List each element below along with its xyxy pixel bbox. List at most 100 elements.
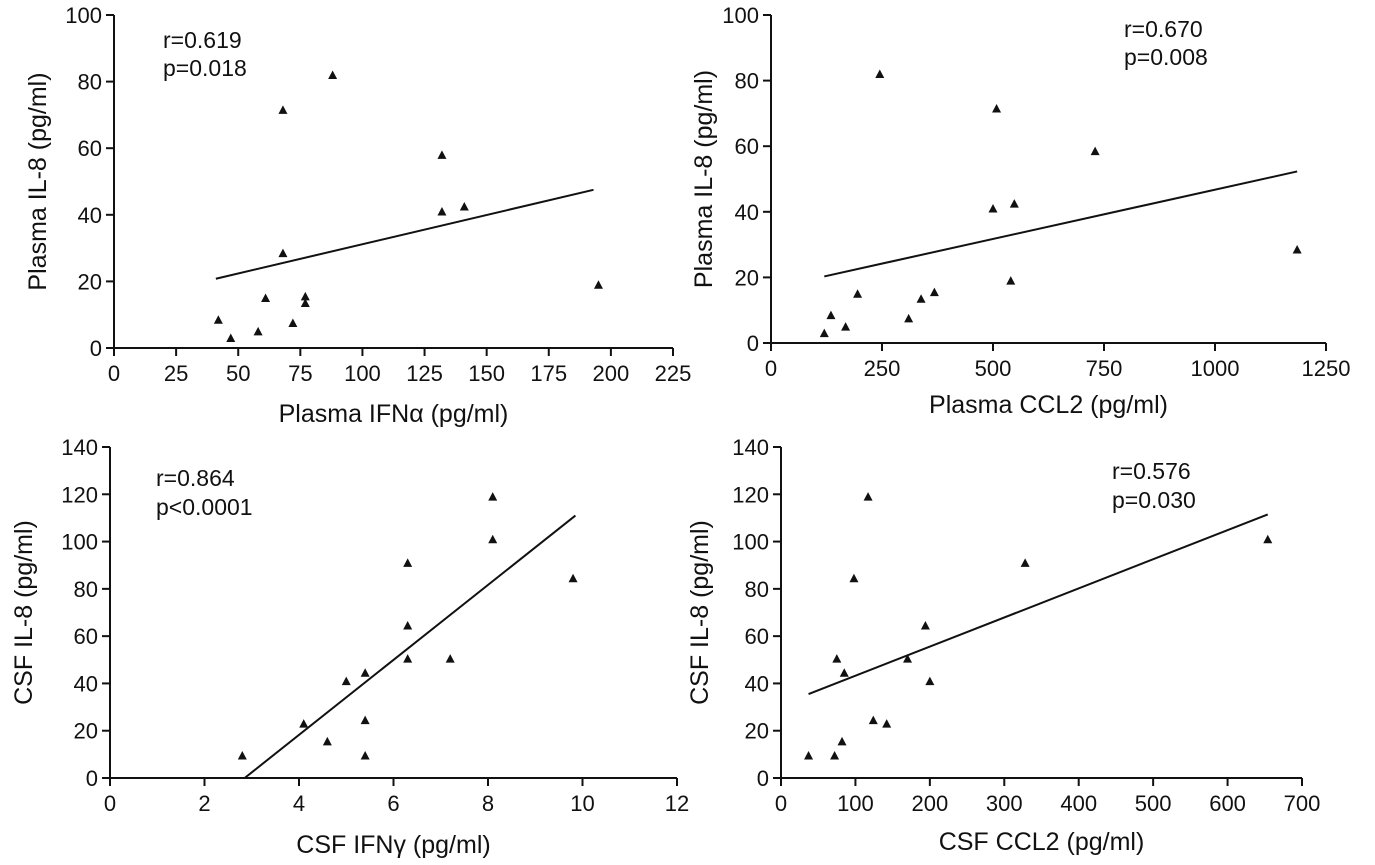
- data-point: [830, 751, 840, 760]
- y-tick-label: 140: [61, 435, 98, 460]
- correlation-r-label: r=0.576: [1112, 458, 1191, 484]
- y-tick-label: 140: [732, 435, 769, 460]
- x-tick-label: 0: [104, 791, 116, 816]
- x-tick-label: 400: [1060, 791, 1097, 816]
- data-point: [804, 751, 814, 760]
- data-point: [929, 287, 939, 297]
- data-point: [1263, 534, 1273, 544]
- x-tick-label: 150: [468, 361, 505, 386]
- data-point: [341, 676, 351, 686]
- x-tick-label: 500: [975, 356, 1012, 381]
- data-point: [875, 69, 885, 79]
- y-tick-label: 20: [74, 719, 98, 744]
- y-tick-label: 0: [86, 766, 98, 791]
- regression-line: [215, 188, 594, 280]
- x-tick-label: 1250: [1302, 356, 1351, 381]
- data-point: [300, 298, 310, 308]
- x-tick-label: 75: [288, 361, 312, 386]
- p-value-label: p=0.030: [1112, 487, 1196, 513]
- p-value-label: p=0.018: [163, 55, 247, 81]
- regression-line: [244, 514, 577, 779]
- data-point: [904, 313, 914, 323]
- x-tick-label: 250: [864, 356, 901, 381]
- data-point: [278, 248, 288, 258]
- y-tick-label: 0: [90, 336, 102, 361]
- y-axis-label: Plasma IL-8 (pg/ml): [24, 72, 52, 290]
- correlation-r-label: r=0.864: [156, 465, 235, 491]
- y-tick-label: 80: [74, 577, 98, 602]
- y-tick-label: 60: [74, 624, 98, 649]
- x-tick-label: 125: [406, 361, 443, 386]
- data-point: [988, 204, 998, 213]
- x-tick-label: 12: [665, 791, 689, 816]
- y-tick-label: 20: [78, 269, 102, 294]
- y-tick-label: 120: [732, 482, 769, 507]
- data-point: [882, 719, 892, 728]
- x-tick-label: 10: [570, 791, 594, 816]
- x-axis-label: CSF CCL2 (pg/ml): [939, 828, 1145, 856]
- x-axis-label: CSF IFNγ (pg/ml): [296, 831, 490, 859]
- x-tick-label: 175: [530, 361, 567, 386]
- data-point: [868, 715, 878, 725]
- x-axis-label: Plasma CCL2 (pg/ml): [929, 391, 1168, 419]
- data-point: [226, 333, 236, 343]
- data-point: [903, 654, 913, 663]
- data-point: [1020, 558, 1030, 567]
- chart-panel-1: 0 20 40 60 80 100 0 25 50 75 100 125 150 175 200 225 Pla…: [24, 3, 691, 428]
- data-point: [360, 715, 370, 725]
- chart-panel-4: 0 20 40 60 80 100 120 140 0 100 200 300 400 500 600 700…: [686, 435, 1320, 856]
- data-point: [360, 668, 370, 677]
- data-point: [403, 558, 413, 567]
- x-tick-label: 1000: [1191, 356, 1240, 381]
- data-point: [837, 736, 847, 746]
- x-tick-label: 0: [108, 361, 120, 386]
- chart-panel-3: 0 20 40 60 80 100 120 140 0 2 4 6 8 10 12 CSF IFNγ (pg/…: [10, 435, 689, 859]
- data-point: [849, 573, 859, 583]
- data-point: [853, 289, 863, 298]
- x-tick-label: 700: [1284, 791, 1321, 816]
- y-tick-label: 40: [735, 200, 759, 225]
- y-tick-label: 40: [78, 203, 102, 228]
- y-axis-label: CSF IL-8 (pg/ml): [686, 520, 714, 705]
- data-point: [1090, 146, 1100, 156]
- x-tick-label: 4: [293, 791, 305, 816]
- x-tick-label: 100: [837, 791, 874, 816]
- data-point: [925, 676, 935, 686]
- y-tick-label: 80: [735, 69, 759, 94]
- x-tick-label: 25: [164, 361, 188, 386]
- x-tick-label: 300: [986, 791, 1023, 816]
- x-tick-label: 500: [1135, 791, 1172, 816]
- x-tick-label: 0: [765, 356, 777, 381]
- data-point: [445, 654, 455, 663]
- x-tick-label: 100: [344, 361, 381, 386]
- y-tick-label: 0: [757, 766, 769, 791]
- regression-line: [824, 170, 1298, 278]
- correlation-r-label: r=0.670: [1124, 16, 1203, 42]
- data-point: [488, 492, 498, 501]
- y-tick-label: 100: [65, 3, 102, 28]
- data-point: [437, 150, 447, 159]
- y-tick-label: 40: [74, 671, 98, 696]
- data-point: [288, 318, 298, 328]
- x-tick-label: 225: [655, 361, 692, 386]
- y-tick-label: 100: [732, 530, 769, 555]
- data-point: [920, 621, 930, 630]
- data-point: [863, 492, 873, 501]
- y-axis-label: Plasma IL-8 (pg/ml): [690, 70, 718, 288]
- data-point: [839, 668, 849, 677]
- data-point: [322, 736, 332, 746]
- data-point: [237, 751, 247, 760]
- y-axis-label: CSF IL-8 (pg/ml): [10, 520, 38, 705]
- y-tick-label: 80: [78, 70, 102, 95]
- data-point: [403, 654, 413, 663]
- data-point: [253, 326, 263, 336]
- x-tick-label: 2: [198, 791, 210, 816]
- data-point: [360, 751, 370, 760]
- y-tick-label: 60: [78, 136, 102, 161]
- data-point: [832, 654, 842, 663]
- x-axis-label: Plasma IFNα (pg/ml): [279, 400, 509, 428]
- y-tick-label: 20: [735, 265, 759, 290]
- y-tick-label: 40: [745, 671, 769, 696]
- y-tick-label: 60: [735, 134, 759, 159]
